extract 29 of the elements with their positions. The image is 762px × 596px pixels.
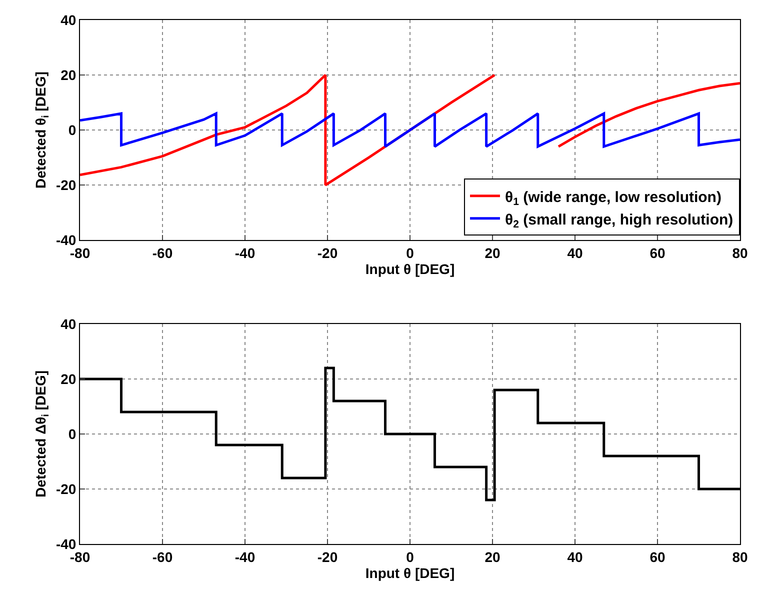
- x-tick-label: -60: [152, 548, 173, 565]
- x-tick-label: 60: [650, 244, 666, 261]
- y-tick-label: 20: [60, 66, 76, 83]
- x-tick-label: -20: [317, 244, 338, 261]
- x-tick-label: -40: [234, 244, 256, 261]
- x-tick-label: 20: [484, 244, 500, 261]
- x-tick-label: 0: [406, 548, 414, 565]
- x-tick-label: 40: [567, 548, 583, 565]
- y-tick-label: 40: [60, 12, 76, 28]
- x-tick-label: 20: [484, 548, 500, 565]
- y-tick-label: -20: [56, 480, 76, 497]
- x-tick-label: 0: [406, 244, 414, 261]
- x-axis-title: Input θ [DEG]: [365, 565, 455, 582]
- y-tick-label: 40: [60, 316, 76, 332]
- legend-label: θ$_{2}$ (small range, high resolution): [505, 211, 734, 230]
- x-tick-label: 80: [732, 548, 748, 565]
- x-tick-label: -40: [234, 548, 256, 565]
- y-tick-label: 20: [60, 370, 76, 387]
- x-tick-label: 40: [567, 244, 583, 261]
- x-tick-label: 80: [732, 244, 748, 261]
- y-tick-label: -20: [56, 176, 76, 193]
- x-tick-label: 60: [650, 548, 666, 565]
- line-series: [80, 112, 740, 148]
- x-tick-label: -60: [152, 244, 173, 261]
- x-tick-label: -20: [317, 548, 338, 565]
- x-axis-title: Input θ [DEG]: [365, 261, 455, 278]
- y-tick-label: 0: [68, 426, 76, 442]
- y-tick-label: 0: [68, 122, 76, 138]
- legend-label: θ$_{1}$ (wide range, low resolution): [505, 188, 722, 208]
